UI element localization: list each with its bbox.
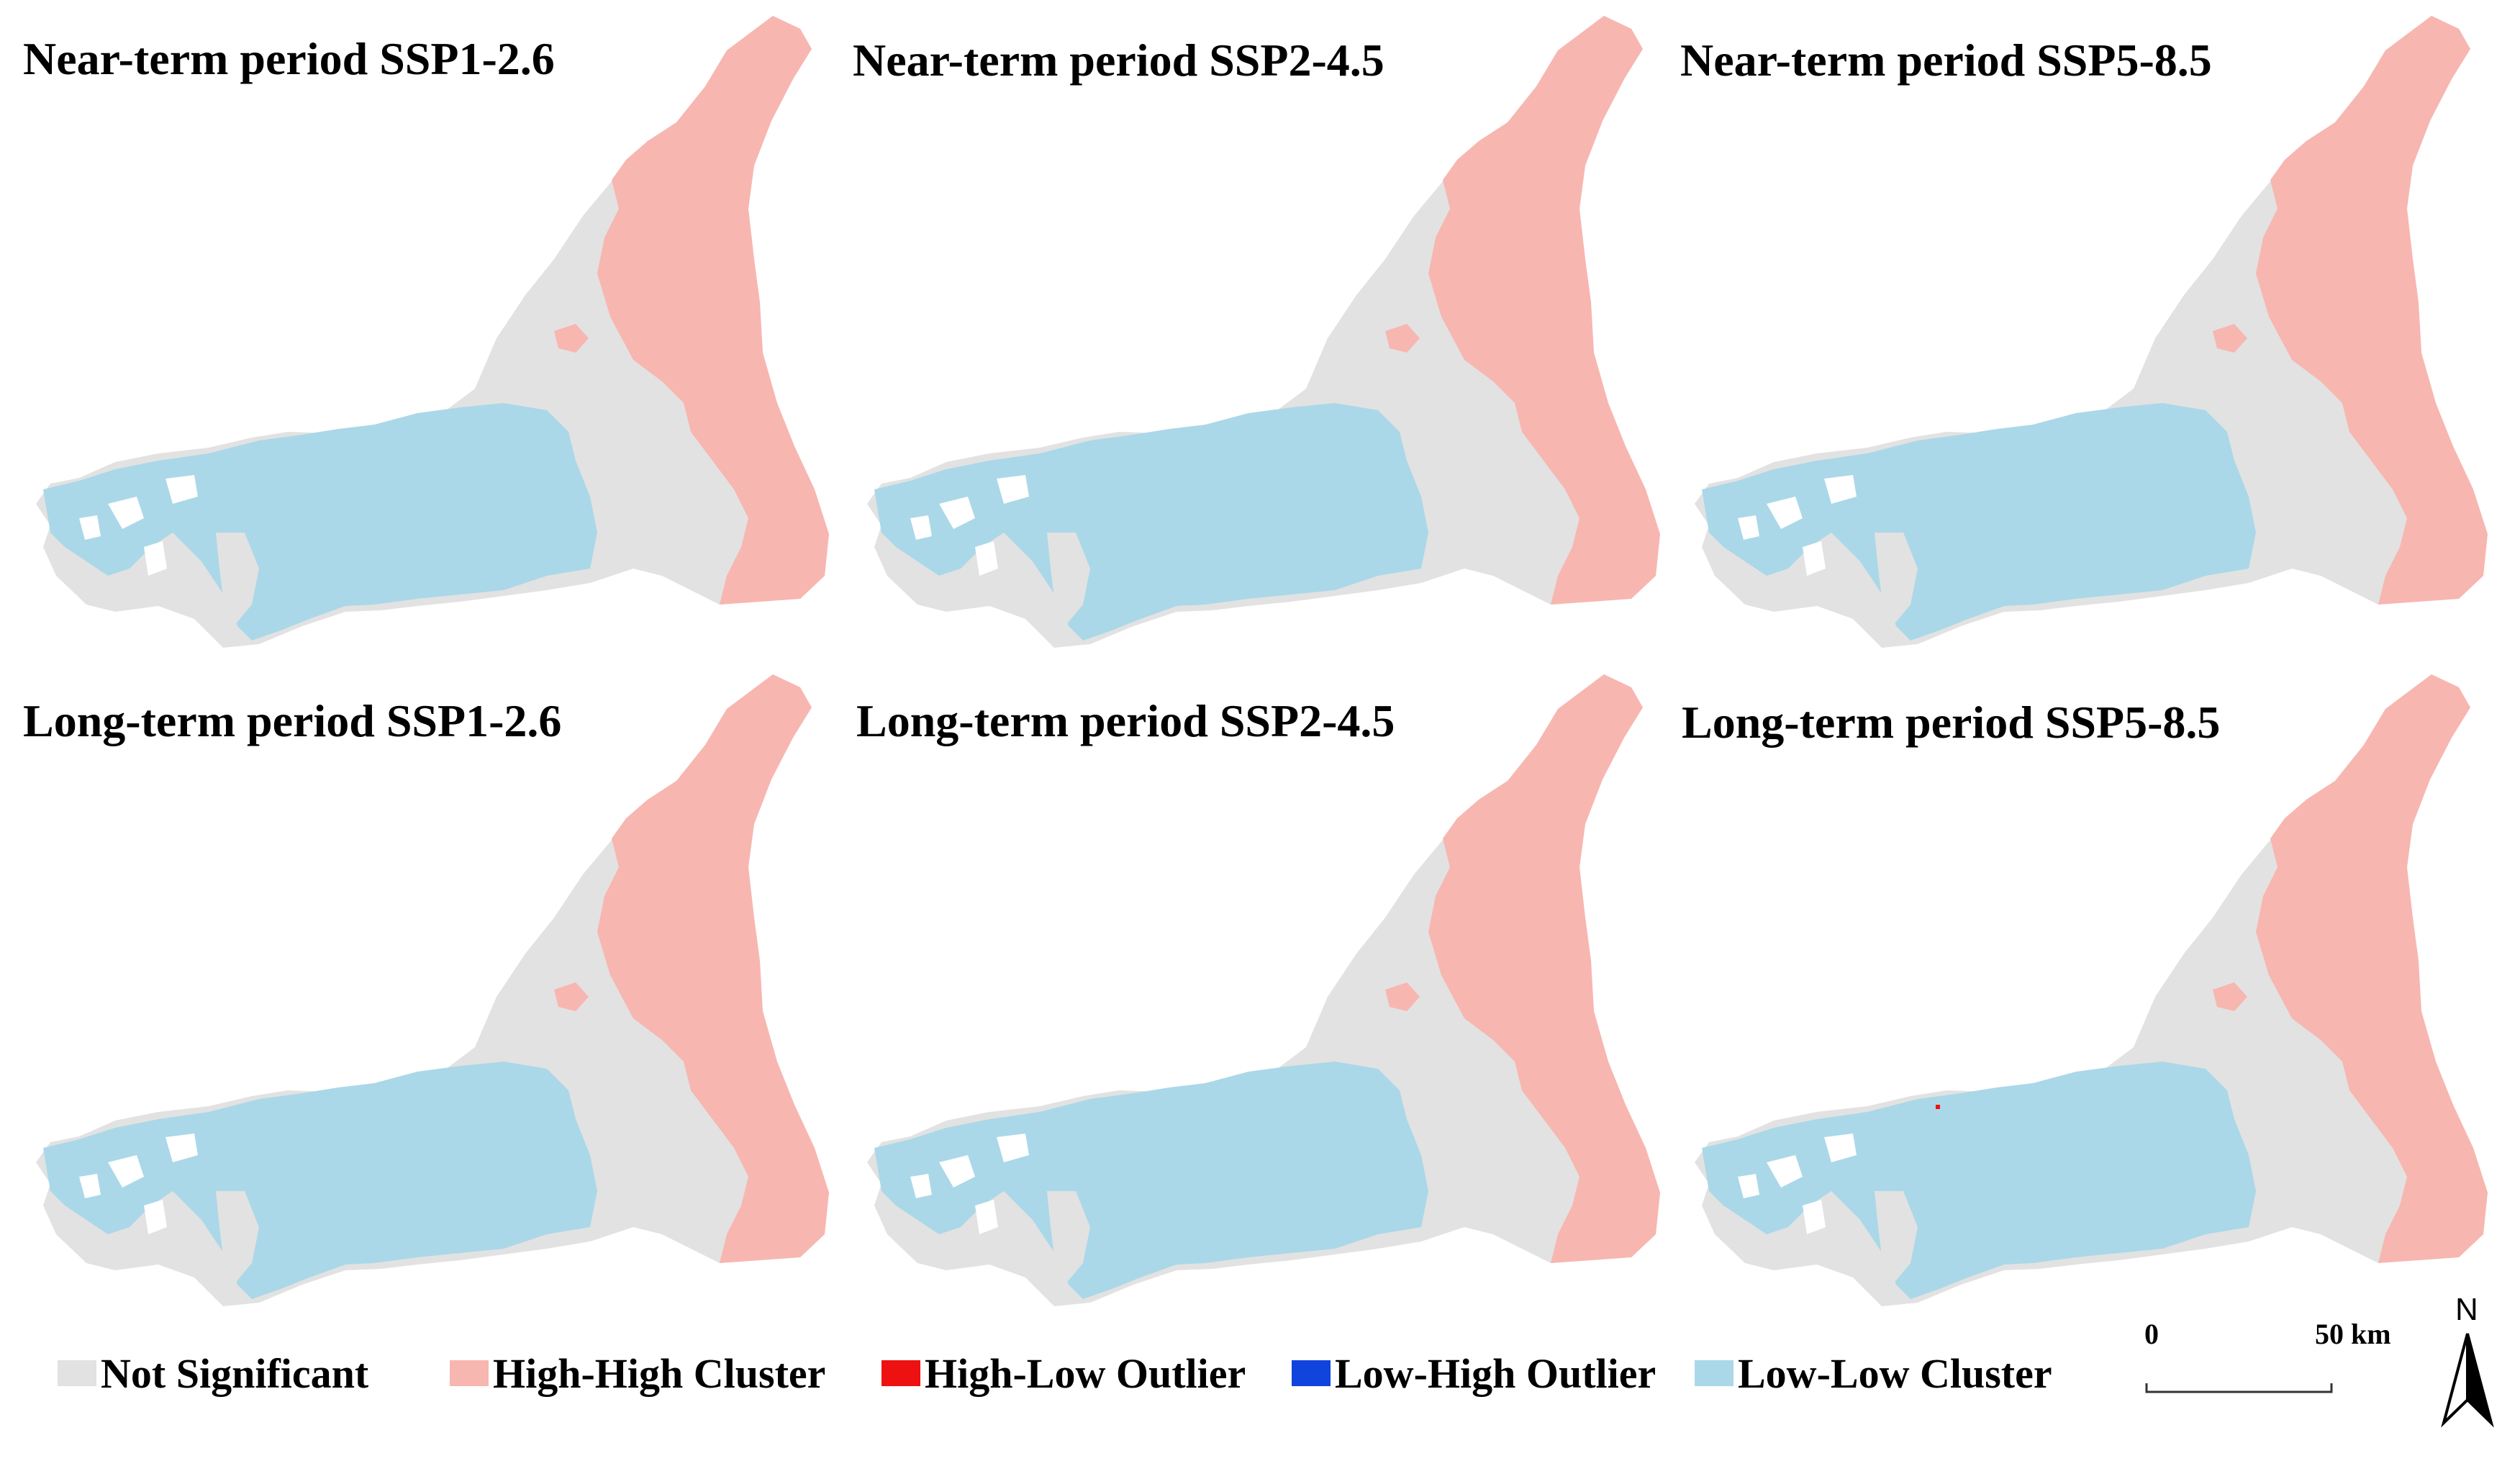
not-significant-inlet <box>1047 1191 1090 1285</box>
legend-swatch <box>450 1360 489 1386</box>
map-gap <box>1803 1200 1826 1234</box>
legend-swatch <box>881 1360 920 1386</box>
legend-swatch <box>1292 1360 1331 1386</box>
map-legend: Not Significant High-High Cluster High-L… <box>58 1344 2116 1402</box>
map-gap <box>997 475 1029 504</box>
not-significant-inlet <box>1875 1191 1918 1285</box>
basin-map <box>867 674 1660 1306</box>
high-low-outlier-point <box>1936 1105 1940 1109</box>
low-low-cluster-area <box>874 403 1428 641</box>
map-panel: Long-term period SSP1-2.6 <box>0 659 840 1317</box>
map-gap <box>939 1155 975 1188</box>
map-gap <box>1767 497 1803 529</box>
legend-item-high-high-cluster: High-High Cluster <box>450 1344 825 1402</box>
high-high-cluster-patch <box>2213 982 2247 1011</box>
basin-map <box>867 16 1660 648</box>
map-gap <box>108 1155 144 1188</box>
basin-map <box>36 674 829 1306</box>
map-gap <box>1803 541 1826 576</box>
legend-swatch <box>1695 1360 1733 1386</box>
map-gap <box>997 1134 1029 1162</box>
map-gap <box>1738 515 1759 540</box>
map-panel: Long-term period SSP5-8.5 <box>1659 659 2498 1317</box>
legend-item-high-low-outlier: High-Low Outlier <box>881 1344 1246 1402</box>
map-gap <box>144 1200 167 1234</box>
high-high-cluster-area <box>1428 16 1660 605</box>
low-low-cluster-area <box>43 403 597 641</box>
not-significant-inlet <box>1875 533 1918 626</box>
not-significant-inlet <box>216 1191 259 1285</box>
map-gap <box>79 1174 101 1198</box>
map-gap <box>1824 1134 1857 1162</box>
low-low-cluster-area <box>1702 1062 2256 1299</box>
high-high-cluster-area <box>2256 16 2488 605</box>
map-panel: Near-term period SSP2-4.5 <box>831 0 1671 659</box>
legend-label: High-High Cluster <box>493 1349 826 1397</box>
map-gap <box>108 497 144 529</box>
legend-label: Low-Low Cluster <box>1738 1349 2052 1397</box>
high-high-cluster-patch <box>1385 982 1420 1011</box>
high-high-cluster-patch <box>554 324 589 353</box>
north-arrow-icon <box>2441 1333 2494 1428</box>
high-high-cluster-patch <box>1385 324 1420 353</box>
panel-title: Long-term period SSP5-8.5 <box>1682 697 2221 748</box>
legend-item-low-low-cluster: Low-Low Cluster <box>1695 1344 2052 1402</box>
scale-bar-line <box>2145 1383 2333 1393</box>
scale-bar-end-label: 50 km <box>2315 1318 2391 1350</box>
low-low-cluster-area <box>874 1062 1428 1299</box>
basin-map <box>1695 16 2488 648</box>
map-gap <box>166 475 198 504</box>
basin-map <box>36 16 829 648</box>
panel-title: Near-term period SSP5-8.5 <box>1680 35 2212 86</box>
low-low-cluster-area <box>1702 403 2256 641</box>
map-gap <box>1767 1155 1803 1188</box>
map-gap <box>1824 475 1857 504</box>
map-gap <box>144 541 167 576</box>
legend-label: Not Significant <box>101 1349 369 1397</box>
map-gap <box>975 541 998 576</box>
not-significant-inlet <box>1047 533 1090 626</box>
legend-label: High-Low Outlier <box>925 1349 1246 1397</box>
not-significant-inlet <box>216 533 259 626</box>
map-gap <box>910 1174 932 1198</box>
panel-title: Near-term period SSP2-4.5 <box>853 35 1384 86</box>
legend-label: Low-High Outlier <box>1335 1349 1656 1397</box>
map-panel: Near-term period SSP1-2.6 <box>0 0 840 659</box>
map-panel: Long-term period SSP2-4.5 <box>831 659 1671 1317</box>
high-high-cluster-area <box>1428 674 1660 1263</box>
map-gap <box>910 515 932 540</box>
north-arrow-label: N <box>2455 1292 2478 1327</box>
scale-bar: 0 50 km <box>2144 1317 2391 1403</box>
low-low-cluster-area <box>43 1062 597 1299</box>
panel-title: Long-term period SSP2-4.5 <box>856 695 1395 746</box>
basin-map <box>1695 674 2488 1306</box>
high-high-cluster-area <box>597 16 829 605</box>
map-gap <box>166 1134 198 1162</box>
north-arrow: N <box>2432 1292 2504 1429</box>
high-high-cluster-patch <box>554 982 589 1011</box>
legend-item-low-high-outlier: Low-High Outlier <box>1292 1344 1656 1402</box>
map-gap <box>1738 1174 1759 1198</box>
map-panel: Near-term period SSP5-8.5 <box>1659 0 2498 659</box>
map-gap <box>939 497 975 529</box>
legend-swatch <box>58 1360 96 1386</box>
map-gap <box>79 515 101 540</box>
high-high-cluster-area <box>2256 674 2488 1263</box>
high-high-cluster-area <box>597 674 829 1263</box>
panel-title: Long-term period SSP1-2.6 <box>23 695 562 746</box>
map-gap <box>975 1200 998 1234</box>
panel-title: Near-term period SSP1-2.6 <box>23 33 555 84</box>
legend-item-not-significant: Not Significant <box>58 1344 368 1402</box>
high-high-cluster-patch <box>2213 324 2247 353</box>
scale-bar-start-label: 0 <box>2144 1318 2159 1350</box>
